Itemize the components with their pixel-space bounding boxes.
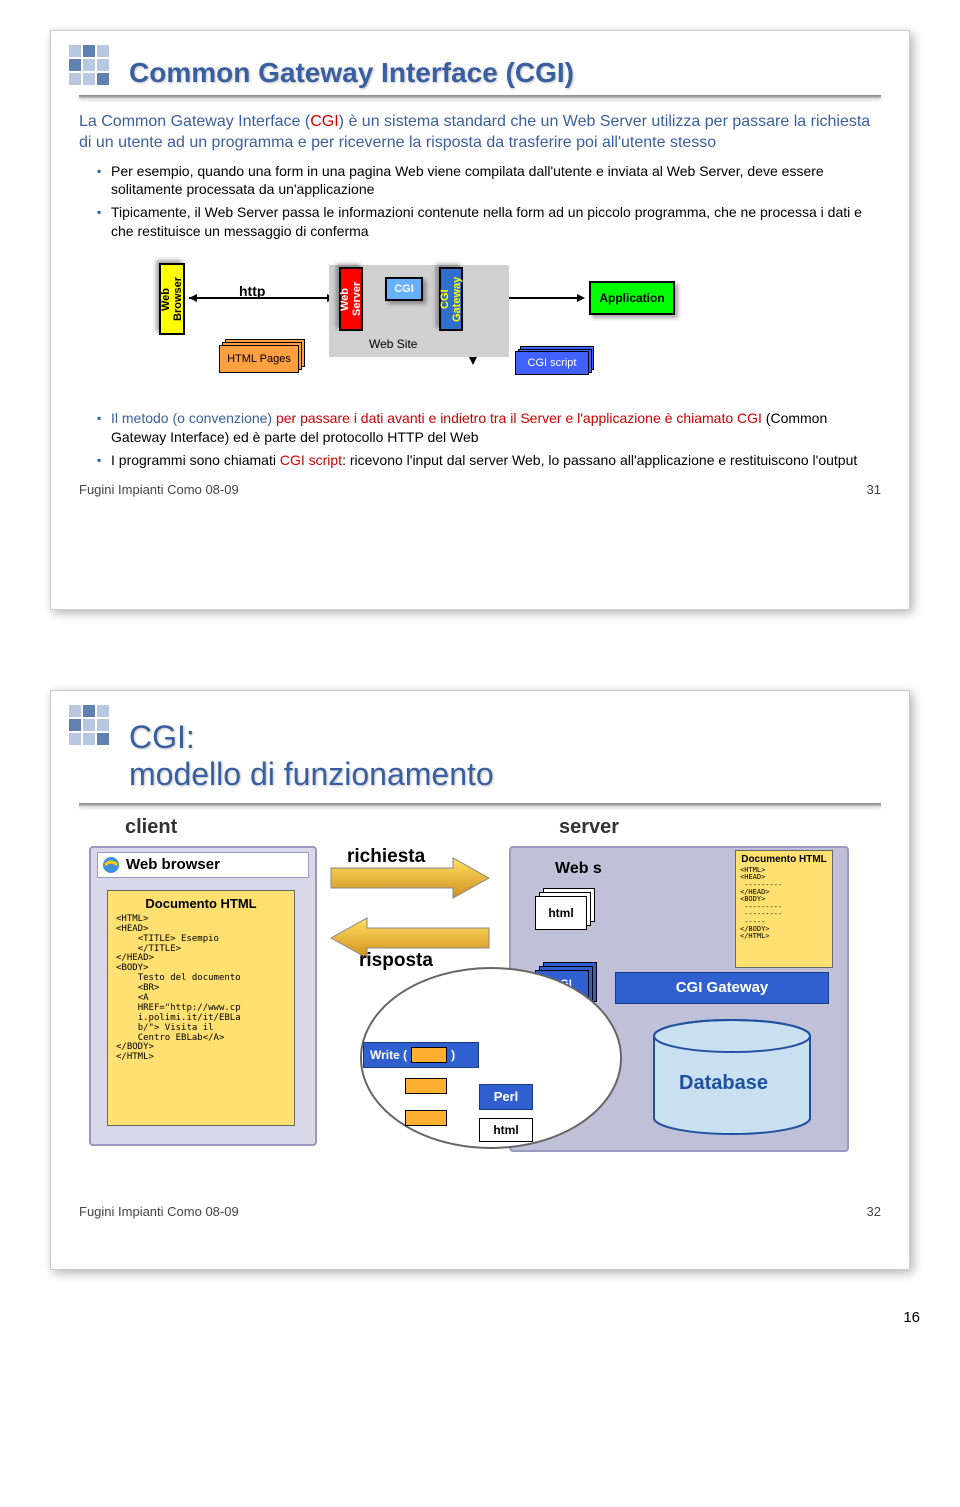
web-browser-box: Web Browser bbox=[159, 263, 185, 335]
b4a: I programmi sono chiamati bbox=[111, 452, 280, 468]
bullets-bottom: Il metodo (o convenzione) per passare i … bbox=[97, 409, 881, 470]
title-underline-2 bbox=[79, 803, 881, 806]
b4b: CGI script bbox=[280, 452, 342, 468]
slide-1: Common Gateway Interface (CGI) La Common… bbox=[50, 30, 910, 610]
application-box: Application bbox=[589, 281, 675, 315]
server-doc-title: Documento HTML bbox=[740, 855, 828, 866]
logo-icon-2 bbox=[69, 705, 109, 745]
b3a: Il metodo (o convenzione) bbox=[111, 410, 276, 426]
slide2-number: 32 bbox=[867, 1204, 881, 1219]
server-doc: Documento HTML <HTML> <HEAD> --------- <… bbox=[735, 850, 833, 968]
var2-icon bbox=[405, 1110, 447, 1126]
write-label: Write ( bbox=[370, 1048, 407, 1062]
t2l2: modello di funzionamento bbox=[129, 756, 494, 792]
t2l1: CGI: bbox=[129, 719, 195, 755]
client-label: client bbox=[125, 816, 177, 839]
html-pages-stack: HTML Pages bbox=[219, 345, 299, 371]
server-label: server bbox=[559, 816, 619, 839]
write-var-icon bbox=[411, 1047, 447, 1063]
cgi-box: CGI bbox=[385, 277, 423, 301]
title-underline bbox=[79, 95, 881, 98]
html-out-label: html bbox=[479, 1118, 533, 1142]
write-box: Write ( ) bbox=[363, 1042, 479, 1068]
footer-text-2: Fugini Impianti Como 08-09 bbox=[79, 1204, 239, 1219]
logo-icon bbox=[69, 45, 109, 85]
bullet-2: Tipicamente, il Web Server passa le info… bbox=[97, 203, 881, 241]
richiesta-label: richiesta bbox=[347, 846, 425, 868]
bullet-4: I programmi sono chiamati CGI script: ri… bbox=[97, 451, 881, 470]
bullet-3: Il metodo (o convenzione) per passare i … bbox=[97, 409, 881, 447]
diagram-2: client server Web browser Documento HTML… bbox=[79, 820, 881, 1180]
browser-bar: Web browser bbox=[97, 852, 309, 878]
slide1-intro: La Common Gateway Interface (CGI) è un s… bbox=[79, 112, 881, 154]
slide1-number: 31 bbox=[867, 482, 881, 497]
perl-group: Write ( ) Perl html bbox=[363, 1024, 543, 1154]
client-panel: Web browser Documento HTML <HTML> <HEAD>… bbox=[89, 846, 317, 1146]
slide2-title: CGI: modello di funzionamento bbox=[129, 719, 881, 793]
web-server-box: Web Server bbox=[339, 267, 363, 331]
cgi-gateway-bar: CGI Gateway bbox=[615, 972, 829, 1004]
slide1-footer: Fugini Impianti Como 08-09 31 bbox=[79, 482, 881, 497]
var1-icon bbox=[405, 1078, 447, 1094]
html-stack: html bbox=[535, 896, 589, 932]
write-close: ) bbox=[451, 1048, 455, 1062]
slide2-footer: Fugini Impianti Como 08-09 32 bbox=[79, 1204, 881, 1219]
http-label: http bbox=[239, 283, 265, 299]
perl-label: Perl bbox=[479, 1084, 533, 1110]
slide-2: CGI: modello di funzionamento client ser… bbox=[50, 690, 910, 1270]
slide1-title: Common Gateway Interface (CGI) bbox=[129, 57, 881, 89]
web-browser-label: Web browser bbox=[126, 856, 220, 873]
bullets-top: Per esempio, quando una form in una pagi… bbox=[97, 162, 881, 242]
doc-title: Documento HTML bbox=[116, 897, 286, 911]
intro-cgi: CGI bbox=[310, 113, 338, 130]
doc-code: <HTML> <HEAD> <TITLE> Esempio </TITLE> <… bbox=[116, 915, 286, 1063]
database-label: Database bbox=[679, 1072, 768, 1095]
bullet-1: Per esempio, quando una form in una pagi… bbox=[97, 162, 881, 200]
cgi-gateway-box: CGI Gateway bbox=[439, 267, 463, 331]
diagram-1: Web Browser http HTML Pages Web Server C… bbox=[159, 253, 881, 393]
cgi-script-stack: CGI script bbox=[515, 351, 587, 373]
client-doc: Documento HTML <HTML> <HEAD> <TITLE> Ese… bbox=[107, 890, 295, 1126]
server-doc-code: <HTML> <HEAD> --------- </HEAD> <BODY> -… bbox=[740, 867, 828, 940]
footer-text: Fugini Impianti Como 08-09 bbox=[79, 482, 239, 497]
b3b: per passare i dati avanti e indietro tra… bbox=[276, 410, 762, 426]
web-site-label: Web Site bbox=[369, 337, 417, 351]
page-number: 16 bbox=[903, 1309, 920, 1326]
ie-icon bbox=[102, 856, 120, 874]
intro-a: La Common Gateway Interface ( bbox=[79, 113, 310, 130]
b4c: : ricevono l'input dal server Web, lo pa… bbox=[342, 452, 857, 468]
web-server-label: Web server bbox=[555, 860, 641, 878]
server-panel: Web server Documento HTML <HTML> <HEAD> … bbox=[509, 846, 849, 1152]
